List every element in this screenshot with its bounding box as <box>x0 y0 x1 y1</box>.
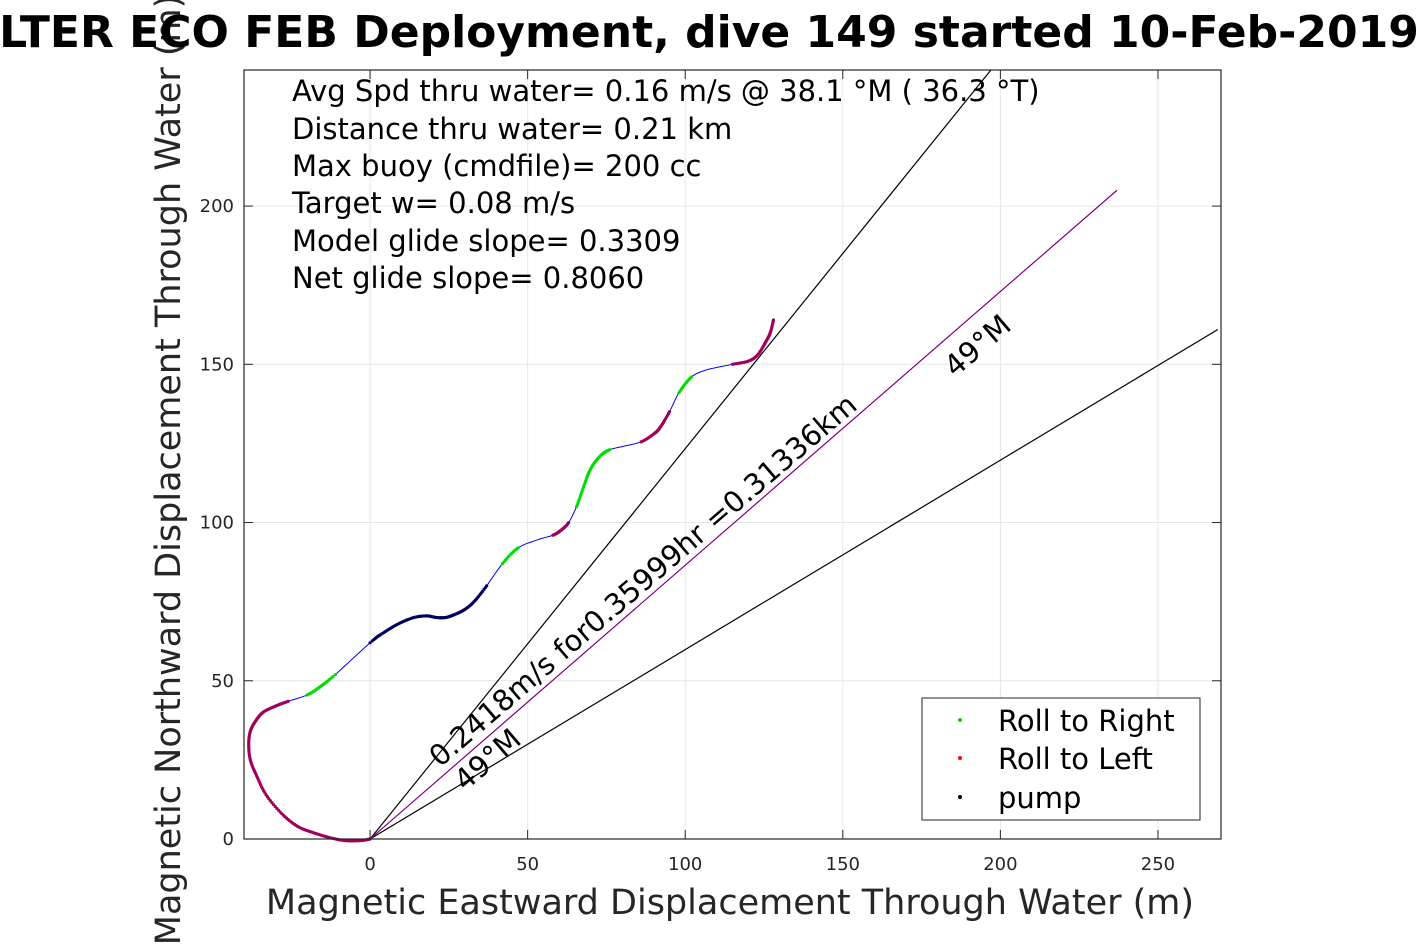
point-roll-right <box>607 448 612 452</box>
y-tick-label: 200 <box>200 196 234 217</box>
point-roll-right <box>689 375 694 379</box>
legend-box <box>921 697 1201 821</box>
legend-marker-roll-left <box>958 756 962 760</box>
x-tick-label: 0 <box>364 854 375 875</box>
info-block: Avg Spd thru water= 0.16 m/s @ 38.1 °M (… <box>291 74 1040 295</box>
info-target-w: Target w= 0.08 m/s <box>291 186 575 220</box>
point-roll-right <box>331 674 335 679</box>
reference-line-upper <box>369 70 992 839</box>
info-net-glide-slope: Net glide slope= 0.8060 <box>292 261 644 295</box>
legend-label-roll-left: Roll to Left <box>998 742 1153 776</box>
reference-line-lower <box>369 328 1219 839</box>
legend-label-roll-right: Roll to Right <box>998 704 1175 738</box>
y-tick-label: 100 <box>200 513 234 534</box>
x-tick-label: 200 <box>983 854 1017 875</box>
x-axis-label: Magnetic Eastward Displacement Through W… <box>266 883 1194 923</box>
y-tick-label: 0 <box>223 829 234 850</box>
info-max-buoy: Max buoy (cmdfile)= 200 cc <box>292 149 701 183</box>
info-model-glide-slope: Model glide slope= 0.3309 <box>292 224 680 258</box>
point-overlap-pump-track <box>368 641 372 645</box>
point-overlap-pump-left <box>286 699 290 703</box>
legend-label-pump: pump <box>998 781 1081 815</box>
point-overlap-pump-left <box>567 520 571 525</box>
y-tick-label: 50 <box>211 671 234 692</box>
y-tick-label: 150 <box>200 354 234 375</box>
legend-marker-pump <box>958 795 962 799</box>
x-tick-label: 50 <box>516 854 539 875</box>
x-tick-labels: 0 50 100 150 200 250 <box>364 854 1175 875</box>
y-tick-labels: 0 50 100 150 200 <box>200 196 234 850</box>
legend-marker-roll-right <box>958 718 962 722</box>
data-points <box>247 318 776 843</box>
point-roll-right <box>333 672 337 677</box>
tick-marks <box>244 70 1221 840</box>
legend: Roll to Right Roll to Left pump <box>921 697 1201 821</box>
chart-title: LTER ECO FEB Deployment, dive 149 starte… <box>0 7 1417 58</box>
axes-box <box>243 69 1222 840</box>
info-distance: Distance thru water= 0.21 km <box>292 112 732 146</box>
info-avg-speed: Avg Spd thru water= 0.16 m/s @ 38.1 °M (… <box>292 74 1040 108</box>
point-overlap-pump-left <box>771 318 776 322</box>
x-tick-label: 100 <box>668 854 702 875</box>
point-overlap-pump-track <box>485 584 489 588</box>
reference-line-mean-overlay <box>369 190 1118 839</box>
x-tick-label: 250 <box>1141 854 1175 875</box>
reference-lines <box>369 70 1219 839</box>
x-tick-label: 150 <box>826 854 860 875</box>
y-axis-label: Magnetic Northward Displacement Through … <box>149 0 189 945</box>
point-overlap-pump-left <box>667 410 672 414</box>
point-roll-right <box>516 546 520 550</box>
